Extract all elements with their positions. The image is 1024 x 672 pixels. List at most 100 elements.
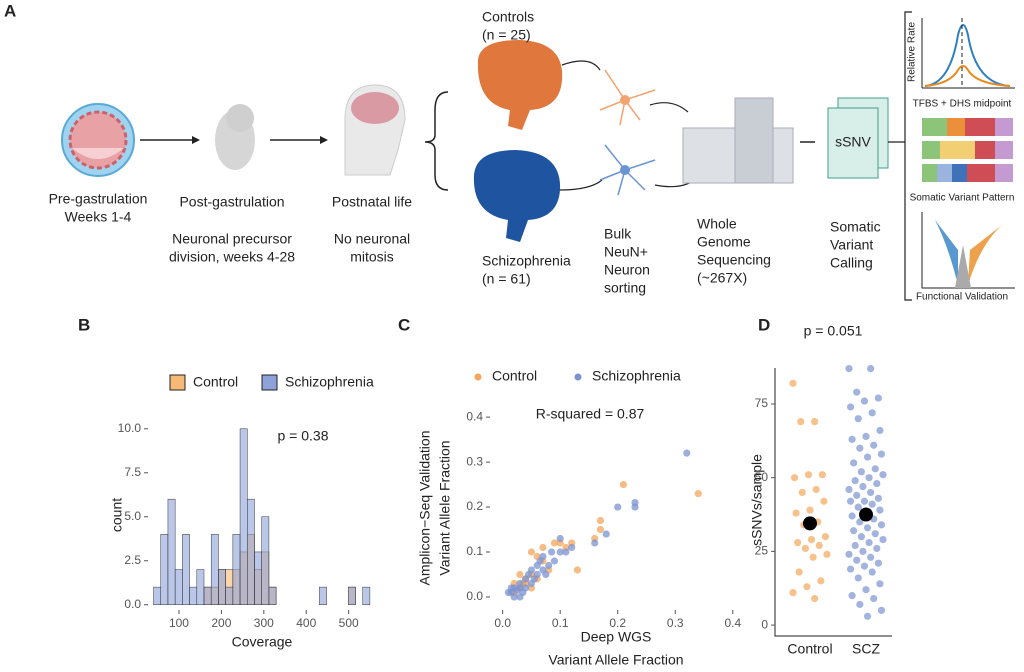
arrow <box>559 179 603 191</box>
histogram-bar <box>189 586 198 605</box>
label: sSNV <box>835 134 871 150</box>
label: Functional Validation <box>916 292 1008 303</box>
point <box>596 525 605 534</box>
point <box>860 397 869 405</box>
point <box>877 606 886 614</box>
label: division, weeks 4-28 <box>169 249 295 265</box>
x-tick-label: 200 <box>211 616 231 630</box>
y-tick-label: 0.3 <box>466 454 483 468</box>
point <box>556 548 564 556</box>
point <box>876 506 884 514</box>
point <box>857 468 865 476</box>
point <box>862 586 870 594</box>
x-tick-label: Control <box>787 641 832 657</box>
head-brain <box>351 92 399 124</box>
y-tick-label: 0.0 <box>124 597 141 611</box>
label: NeuN+ <box>604 244 648 260</box>
point <box>846 565 855 573</box>
histogram-bar <box>196 569 205 605</box>
point <box>874 494 882 502</box>
mini-axis <box>921 212 1015 289</box>
y-tick-label: 7.5 <box>124 465 141 479</box>
point <box>556 534 564 543</box>
point <box>591 539 599 547</box>
point <box>853 556 861 564</box>
mean-point <box>803 516 817 531</box>
point <box>877 521 886 529</box>
point <box>522 584 530 592</box>
y-tick-label: 5.0 <box>124 509 141 523</box>
label: Pre-gastrulation <box>49 191 148 207</box>
point <box>789 589 797 597</box>
arrowhead <box>320 136 328 144</box>
point <box>856 444 864 452</box>
point <box>694 489 702 498</box>
histogram-bar <box>232 534 241 605</box>
point <box>530 575 538 583</box>
label: Somatic Variant Pattern <box>910 193 1015 204</box>
point <box>851 477 859 485</box>
y-tick-label: 10.0 <box>118 421 142 435</box>
label: Post-gastrulation <box>179 194 284 210</box>
point <box>513 586 521 594</box>
x-tick-label: 0.3 <box>667 616 684 630</box>
x-tick-label: 0.1 <box>552 616 569 630</box>
mini-axis <box>921 18 1015 89</box>
volcano-right <box>968 225 1002 285</box>
point <box>596 516 605 525</box>
y-tick-label: 0.1 <box>466 544 483 558</box>
point <box>860 497 869 505</box>
histogram-bar <box>153 586 161 605</box>
point <box>854 574 862 582</box>
point <box>868 409 876 417</box>
point <box>809 553 817 561</box>
x-tick-label: 300 <box>254 616 274 630</box>
y-tick-label: 0 <box>761 617 768 631</box>
label: sSNVs/sample <box>749 454 765 546</box>
point <box>868 500 876 508</box>
point <box>851 541 859 550</box>
label: Controls <box>482 9 534 25</box>
point <box>568 543 576 552</box>
label: TFBS + DHS midpoint <box>913 99 1012 110</box>
point <box>797 418 805 426</box>
point <box>879 471 887 479</box>
point <box>516 579 524 588</box>
histogram-bar <box>261 516 270 605</box>
point <box>853 491 861 499</box>
point <box>811 594 819 603</box>
point <box>790 474 799 482</box>
x-tick-label: 0.4 <box>724 616 741 630</box>
panel-a-art <box>61 11 1015 301</box>
rate-curve <box>924 65 1011 87</box>
point <box>811 418 819 426</box>
label: Amplicon−Seq Validation <box>417 430 433 585</box>
point <box>867 488 875 497</box>
legend-label: Schizophrenia <box>592 368 681 384</box>
point <box>871 530 879 538</box>
point <box>879 535 887 544</box>
point <box>871 465 879 473</box>
axis-lines <box>774 368 892 637</box>
y-tick-label: 2.5 <box>124 553 141 567</box>
legend-label: Control <box>193 374 238 390</box>
histogram-bar <box>182 534 190 605</box>
point <box>857 533 865 541</box>
point <box>820 497 828 505</box>
x-tick-label: 100 <box>169 616 189 630</box>
point <box>823 550 831 558</box>
brain-scz <box>473 150 561 242</box>
point <box>818 471 826 479</box>
label: D <box>758 315 770 334</box>
legend-label: Schizophrenia <box>285 374 374 390</box>
point <box>550 539 559 547</box>
point <box>562 548 570 556</box>
point <box>795 568 803 576</box>
point <box>573 566 582 574</box>
point <box>547 548 556 556</box>
fetus-head <box>226 104 254 132</box>
point <box>845 550 853 558</box>
histogram-bar <box>347 586 356 605</box>
volcano-left <box>935 220 958 285</box>
point <box>873 479 881 488</box>
